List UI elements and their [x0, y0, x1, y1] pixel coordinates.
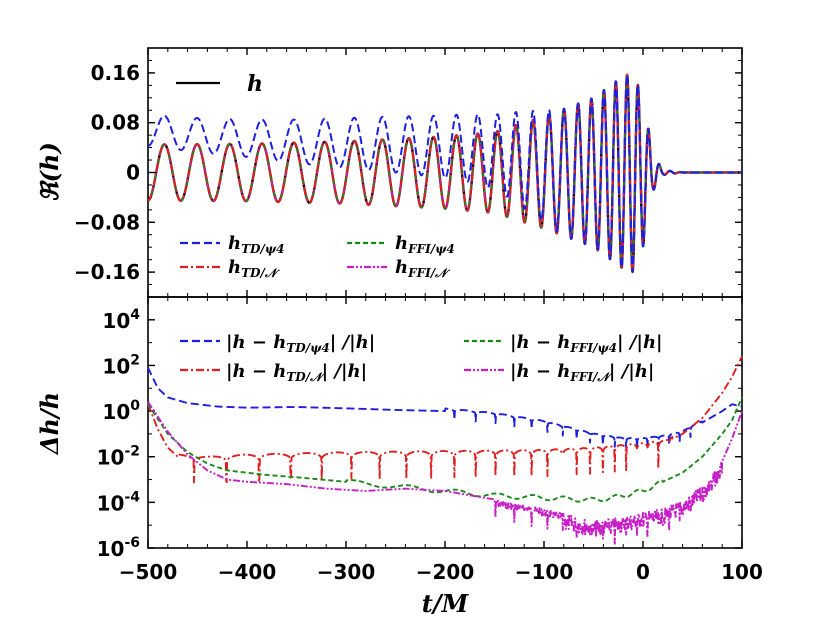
top-series-group — [147, 73, 743, 274]
x-tick-label: −100 — [515, 560, 574, 584]
bottom-y-tick-label: 102 — [102, 352, 140, 378]
bottom-series-td-psi4 — [147, 367, 743, 449]
tick-base: 10 — [97, 491, 125, 515]
legend-td-psi4-label: hTD/ψ4 — [228, 233, 284, 256]
bl-ffi-psi4-post: | /|h| — [617, 332, 663, 353]
bl-ffi-n-post: | /|h| — [609, 361, 655, 382]
legend-ffi-n-sub: FFI/𝒩 — [407, 266, 451, 280]
top-y-tick-label: 0 — [126, 161, 140, 185]
tick-base: 10 — [97, 537, 125, 561]
tick-base: 10 — [102, 309, 130, 333]
bl-ffi-psi4-sub: FFI/ψ4 — [569, 341, 617, 355]
legend-h-label: h — [247, 71, 263, 97]
top-series-td-psi4 — [147, 73, 743, 273]
legend-ffi-psi4-sub: FFI/ψ4 — [407, 242, 455, 256]
tick-exponent: 0 — [130, 398, 140, 414]
bottom-legend: |h − hTD/ψ4| /|h| |h − hTD/𝒩| /|h| |h − … — [180, 332, 663, 384]
bl-td-psi4-post: | /|h| — [330, 332, 376, 353]
bottom-y-tick-label: 10-2 — [97, 444, 140, 470]
bl-td-n-pre: |h − h — [226, 361, 286, 382]
legend-td-psi4-main: h — [228, 233, 241, 254]
legend-td-n-label: hTD/𝒩 — [228, 257, 281, 280]
bottom-y-tick-label: 104 — [102, 307, 140, 333]
bottom-legend-td-psi4-label: |h − hTD/ψ4| /|h| — [226, 332, 375, 355]
bottom-y-tick-label: 10-4 — [97, 489, 141, 515]
x-tick-label: 0 — [636, 560, 650, 584]
bl-td-n-post: | /|h| — [322, 361, 368, 382]
bottom-legend-ffi-n-label: |h − hFFI/𝒩| /|h| — [510, 361, 654, 384]
tick-exponent: 2 — [130, 352, 140, 368]
bl-td-n-sub: TD/𝒩 — [286, 370, 326, 384]
x-tick-label: −300 — [317, 560, 376, 584]
bottom-series-ffi-n — [147, 401, 743, 547]
legend-td-n-main: h — [228, 257, 241, 278]
tick-base: 10 — [97, 446, 125, 470]
x-tick-label: −200 — [416, 560, 475, 584]
bottom-y-tick-label: 10-6 — [97, 535, 140, 561]
x-tick-label: −400 — [218, 560, 277, 584]
x-tick-label: −500 — [119, 560, 178, 584]
bottom-legend-ffi-psi4-label: |h − hFFI/ψ4| /|h| — [510, 332, 663, 355]
tick-base: 10 — [102, 400, 130, 424]
bottom-series-td-n — [147, 355, 743, 484]
bl-ffi-psi4-pre: |h − h — [510, 332, 570, 353]
top-y-tick-label: 0.08 — [91, 111, 140, 135]
bottom-series-group — [147, 355, 743, 547]
top-y-tick-label: 0.16 — [91, 61, 140, 85]
bl-td-psi4-pre: |h − h — [226, 332, 286, 353]
x-tick-label: 100 — [721, 560, 763, 584]
legend-ffi-psi4-main: h — [395, 233, 408, 254]
top-legend: h hTD/ψ4 hTD/𝒩 hFFI/ψ4 hFFI/𝒩 — [176, 71, 455, 280]
legend-ffi-n-main: h — [395, 257, 408, 278]
tick-exponent: -4 — [124, 489, 140, 505]
top-y-axis-title: ℜ(h) — [35, 142, 64, 202]
tick-exponent: -2 — [124, 444, 140, 460]
bl-ffi-n-sub: FFI/𝒩 — [569, 370, 613, 384]
bottom-legend-td-n-label: |h − hTD/𝒩| /|h| — [226, 361, 367, 384]
legend-td-psi4-sub: TD/ψ4 — [241, 242, 284, 256]
tick-labels: −500 −400 −300 −200 −100 0 1000.160.080−0.08−0… — [74, 61, 763, 584]
tick-exponent: 4 — [130, 307, 140, 323]
top-y-tick-label: −0.08 — [74, 210, 140, 234]
legend-ffi-psi4-label: hFFI/ψ4 — [395, 233, 455, 256]
bl-td-psi4-sub: TD/ψ4 — [286, 341, 329, 355]
x-axis-title: t/M — [422, 589, 470, 618]
legend-td-n-sub: TD/𝒩 — [241, 266, 281, 280]
tick-exponent: -6 — [124, 535, 140, 551]
tick-base: 10 — [102, 354, 130, 378]
bottom-ticks — [147, 48, 743, 549]
top-y-tick-label: −0.16 — [74, 260, 140, 284]
bottom-y-axis-title: Δh/h — [35, 392, 64, 455]
bottom-y-tick-label: 100 — [102, 398, 140, 424]
legend-ffi-n-label: hFFI/𝒩 — [395, 257, 451, 280]
bl-ffi-n-pre: |h − h — [510, 361, 570, 382]
bottom-series-ffi-psi4 — [147, 397, 743, 503]
